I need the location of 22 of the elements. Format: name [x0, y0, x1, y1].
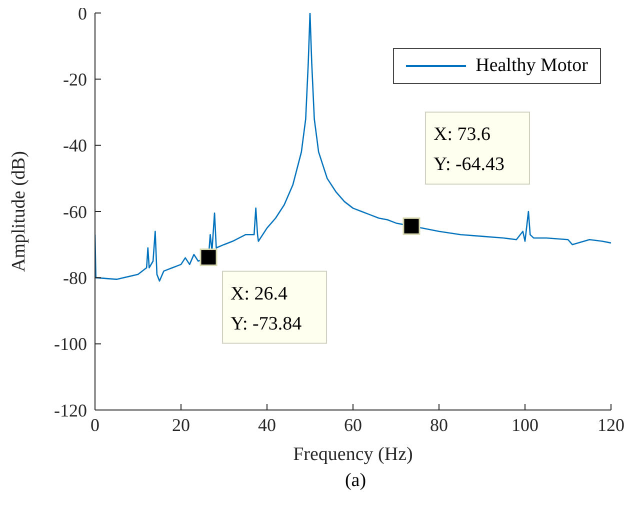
y-tick-label: -120: [54, 400, 87, 420]
y-tick-label: -20: [63, 70, 87, 90]
x-tick-label: 100: [512, 414, 538, 435]
line-series: [95, 13, 611, 282]
x-tick-label: 40: [258, 414, 276, 435]
x-tick-label: 0: [90, 414, 100, 435]
y-tick-label: -60: [63, 202, 87, 222]
annotation: X: 73.6 Y: -64.43: [433, 124, 505, 176]
y-tick-label: -100: [54, 334, 87, 354]
x-axis-title: Frequency (Hz): [293, 444, 413, 465]
x-tick-label: 20: [172, 414, 190, 435]
y-tick-label: -40: [63, 136, 87, 156]
data-tip: X: 73.6 Y: -64.43: [402, 112, 530, 235]
text: (a): [344, 470, 368, 492]
y-tick-label: -80: [63, 268, 87, 288]
data-tip: X: 26.4 Y: -73.84: [200, 248, 328, 344]
legend-label: Healthy Motor: [476, 55, 588, 77]
annotation: X: 26.4 Y: -73.84: [230, 283, 302, 334]
x-tick-label: 60: [344, 414, 362, 435]
y-axis-title: Amplitude (dB): [8, 151, 30, 272]
x-tick-label: 120: [598, 414, 624, 435]
x-tick-label: 80: [430, 414, 448, 435]
